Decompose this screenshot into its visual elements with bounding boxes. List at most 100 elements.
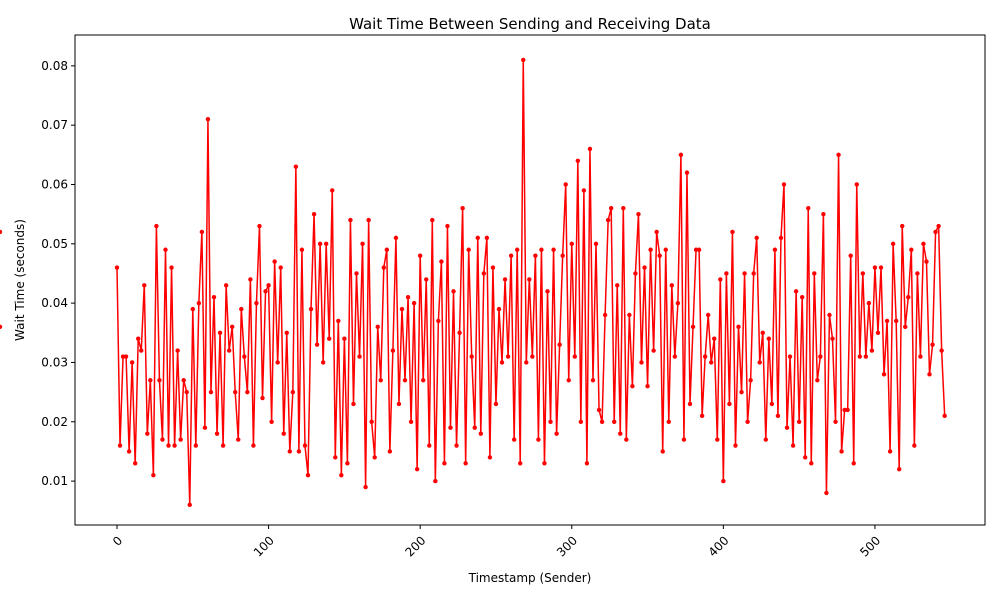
data-point [314, 342, 320, 347]
data-point [339, 472, 344, 478]
data-point [157, 378, 162, 383]
data-point [360, 241, 365, 247]
y-tick-label: 0.02 [41, 415, 68, 429]
data-point [812, 271, 817, 276]
data-point [126, 449, 132, 454]
data-point [433, 478, 438, 484]
data-point [357, 354, 362, 359]
data-point [675, 300, 681, 306]
data-point [696, 247, 702, 252]
data-point [245, 389, 250, 395]
x-axis-label: Timestamp (Sender) [468, 571, 592, 585]
data-point [154, 223, 159, 229]
data-point [863, 354, 869, 359]
data-point [511, 437, 517, 442]
data-point [909, 247, 914, 252]
data-point [900, 223, 905, 229]
data-point [478, 431, 484, 436]
data-point [175, 348, 180, 353]
data-point [181, 378, 186, 383]
data-point [399, 306, 405, 312]
data-point [205, 117, 211, 122]
data-point [251, 443, 256, 448]
data-point [560, 253, 565, 258]
data-point [557, 342, 562, 347]
data-point [448, 425, 453, 430]
data-point [487, 455, 493, 460]
data-point [421, 378, 426, 383]
data-point [705, 312, 711, 318]
data-point [672, 354, 678, 359]
data-point [469, 354, 474, 359]
data-point [220, 443, 226, 448]
data-point [369, 419, 374, 424]
data-point [333, 455, 338, 460]
data-point [305, 472, 311, 478]
data-point [293, 164, 299, 169]
data-point [114, 265, 120, 270]
data-point [563, 182, 568, 187]
data-point [830, 336, 835, 341]
data-point [296, 449, 302, 454]
data-point [117, 443, 123, 448]
data-point [408, 419, 414, 424]
data-point [129, 360, 135, 365]
data-point [666, 419, 671, 424]
data-point [132, 461, 138, 466]
data-point [927, 372, 932, 377]
data-point [578, 419, 584, 424]
data-point [229, 324, 235, 330]
data-point [527, 277, 532, 282]
data-point [878, 265, 884, 270]
data-point [605, 217, 611, 223]
data-point [751, 271, 756, 276]
data-point [833, 419, 838, 424]
data-point [0, 324, 3, 330]
data-point [236, 437, 241, 442]
data-point [533, 253, 538, 258]
data-point [375, 324, 380, 330]
data-point [390, 348, 396, 353]
data-point [875, 330, 881, 335]
data-point [884, 318, 890, 324]
data-point [624, 437, 629, 442]
data-point [184, 389, 189, 395]
data-point [196, 300, 202, 306]
data-point [633, 271, 638, 276]
data-point [651, 348, 656, 353]
data-point [724, 271, 729, 276]
data-point [733, 443, 738, 448]
data-point [545, 289, 550, 294]
data-point [715, 437, 720, 442]
data-point [0, 229, 3, 235]
data-point [866, 300, 872, 306]
data-point [690, 324, 696, 330]
data-point [678, 152, 684, 158]
data-point [166, 443, 171, 448]
data-point [590, 378, 596, 383]
data-point [648, 247, 653, 252]
data-point [769, 401, 775, 407]
data-point [214, 431, 220, 436]
data-point [193, 443, 199, 448]
data-point [378, 378, 383, 383]
data-point [821, 211, 826, 217]
y-tick-label: 0.01 [41, 474, 68, 488]
data-point [381, 265, 386, 270]
data-point [518, 461, 523, 466]
data-point [930, 342, 935, 347]
chart-title: Wait Time Between Sending and Receiving … [349, 15, 711, 33]
data-point [278, 265, 283, 270]
data-point [539, 247, 544, 252]
data-point [663, 247, 668, 252]
data-point [630, 383, 635, 389]
data-point [211, 295, 217, 300]
data-point [499, 360, 505, 365]
data-point [921, 241, 926, 247]
data-point [281, 431, 286, 436]
data-point [787, 354, 793, 359]
data-point [618, 431, 623, 436]
data-point [918, 354, 923, 359]
data-point [693, 247, 699, 252]
